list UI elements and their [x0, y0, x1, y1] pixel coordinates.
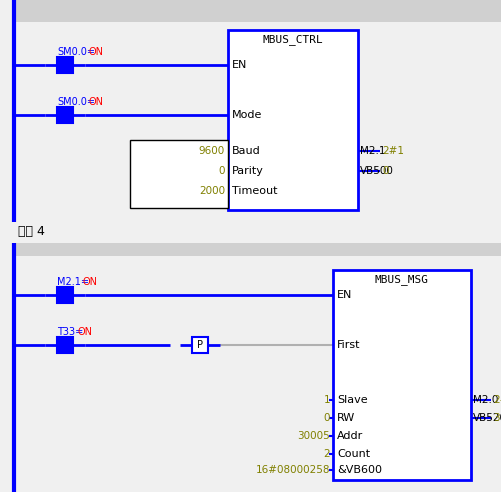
- Text: ON: ON: [83, 277, 98, 287]
- Text: 0: 0: [381, 166, 388, 176]
- Text: 0: 0: [323, 413, 329, 423]
- Text: M2.1: M2.1: [359, 146, 385, 156]
- Text: VB520: VB520: [472, 413, 501, 423]
- Bar: [14, 243, 501, 256]
- Text: ON: ON: [78, 327, 93, 337]
- Bar: [57, 57, 73, 73]
- Text: 网路 4: 网路 4: [18, 225, 45, 238]
- Text: First: First: [336, 340, 360, 350]
- Text: 2#1: 2#1: [492, 395, 501, 405]
- Text: 16#08000258: 16#08000258: [255, 465, 329, 475]
- Text: Slave: Slave: [336, 395, 367, 405]
- Text: 9600: 9600: [198, 146, 224, 156]
- Text: M2.0: M2.0: [472, 395, 497, 405]
- Text: ON: ON: [88, 47, 103, 57]
- Text: Parity: Parity: [231, 166, 264, 176]
- Bar: [57, 337, 73, 353]
- Text: &VB600: &VB600: [336, 465, 381, 475]
- Text: 2000: 2000: [198, 186, 224, 196]
- Text: Addr: Addr: [336, 431, 363, 441]
- Text: Count: Count: [336, 449, 369, 459]
- Text: SM0.0=: SM0.0=: [57, 97, 95, 107]
- Text: P: P: [196, 340, 202, 350]
- Text: EN: EN: [336, 290, 352, 300]
- Text: 2#1: 2#1: [381, 146, 403, 156]
- Text: VB500: VB500: [359, 166, 393, 176]
- Text: Mode: Mode: [231, 110, 262, 120]
- Text: 30005: 30005: [297, 431, 329, 441]
- Text: 0: 0: [218, 166, 224, 176]
- Text: RW: RW: [336, 413, 355, 423]
- Bar: [227, 30, 357, 210]
- Bar: [130, 140, 227, 208]
- Text: MBUS_MSG: MBUS_MSG: [374, 274, 428, 285]
- Bar: [57, 287, 73, 303]
- Text: 2: 2: [323, 449, 329, 459]
- Text: 3: 3: [492, 413, 498, 423]
- Text: T33=: T33=: [57, 327, 83, 337]
- Text: SM0.0=: SM0.0=: [57, 47, 95, 57]
- Bar: [14, 0, 501, 22]
- Bar: [191, 337, 207, 353]
- Bar: [332, 270, 470, 480]
- Text: Timeout: Timeout: [231, 186, 277, 196]
- Bar: [57, 107, 73, 123]
- Text: ON: ON: [88, 97, 103, 107]
- Text: Baud: Baud: [231, 146, 260, 156]
- Text: M2.1=: M2.1=: [57, 277, 89, 287]
- Text: 1: 1: [323, 395, 329, 405]
- Text: EN: EN: [231, 60, 247, 70]
- Text: MBUS_CTRL: MBUS_CTRL: [262, 34, 323, 45]
